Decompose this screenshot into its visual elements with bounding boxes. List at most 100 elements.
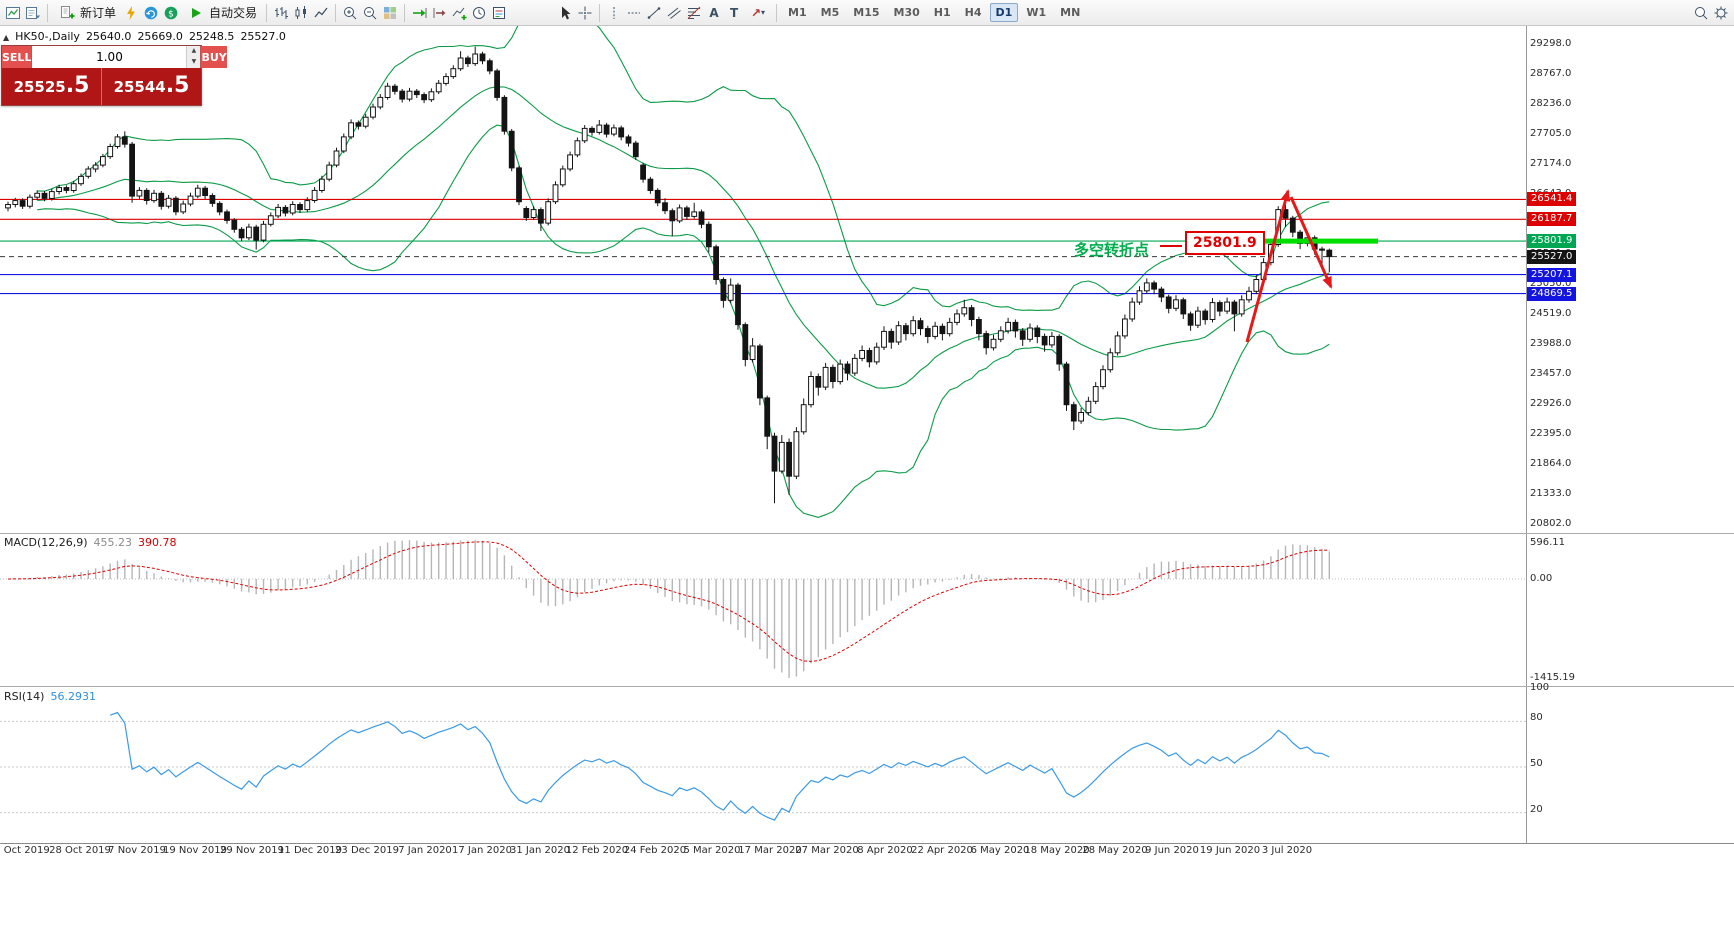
time-axis-label: 19 Jun 2020	[1199, 845, 1261, 856]
price-axis-label: 22395.0	[1530, 428, 1572, 439]
cursor-icon[interactable]	[555, 3, 575, 23]
tf-h1-button[interactable]: H1	[933, 6, 951, 19]
rsi-scale-label: 100	[1530, 682, 1550, 693]
time-axis-label: 7 Jan 2020	[398, 845, 452, 856]
annotation-text[interactable]: 多空转折点	[1074, 241, 1150, 259]
periods-icon[interactable]	[469, 3, 489, 23]
macd-scale-max: 596.11	[1530, 537, 1565, 548]
text-label-tool-icon[interactable]: T	[729, 5, 739, 20]
zoom-in-icon[interactable]	[340, 3, 360, 23]
pane-divider[interactable]	[0, 686, 1734, 687]
tile-windows-icon[interactable]	[380, 3, 400, 23]
oneclick-collapse-icon[interactable]: ▲	[3, 33, 10, 42]
line-chart-icon[interactable]	[311, 3, 331, 23]
profiles-icon[interactable]	[23, 3, 43, 23]
vertical-line-tool-icon[interactable]	[604, 3, 624, 23]
close-value: 25527.0	[240, 30, 286, 43]
time-axis-label: 5 Mar 2020	[683, 845, 741, 856]
time-axis-label: 17 Jan 2020	[452, 845, 512, 856]
trendline-tool-icon[interactable]	[644, 3, 664, 23]
price-axis-label: 28236.0	[1530, 98, 1572, 109]
rsi-pane[interactable]	[0, 687, 1734, 843]
volume-input[interactable]	[32, 46, 187, 68]
price-marker: 26187.7	[1527, 212, 1577, 226]
indicators-icon[interactable]	[449, 3, 469, 23]
tf-mn-button[interactable]: MN	[1060, 6, 1081, 19]
time-axis-label: 22 Apr 2020	[911, 845, 973, 856]
macd-pane[interactable]	[0, 534, 1734, 686]
arrows-tool-icon[interactable]: ↗ ▾	[750, 5, 766, 20]
annotation-price-box[interactable]: 25801.9	[1185, 231, 1265, 255]
time-axis-label: 28 Oct 2019	[49, 845, 111, 856]
new-order-icon	[57, 3, 77, 23]
price-axis-label: 27705.0	[1530, 128, 1572, 139]
tf-h4-button[interactable]: H4	[964, 6, 982, 19]
annotation-dash	[1160, 245, 1182, 247]
tf-d1-button[interactable]: D1	[989, 3, 1019, 22]
price-marker: 25527.0	[1527, 250, 1577, 264]
time-axis-label: 9 Jun 2020	[1145, 845, 1199, 856]
svg-text:$: $	[168, 9, 174, 19]
tf-w1-button[interactable]: W1	[1026, 6, 1047, 19]
horizontal-line-tool-icon[interactable]	[624, 3, 644, 23]
candlestick-chart-icon[interactable]	[291, 3, 311, 23]
time-axis-label: 8 Apr 2020	[857, 845, 913, 856]
fibonacci-tool-icon[interactable]	[684, 3, 704, 23]
time-axis-label: 17 Mar 2020	[738, 845, 802, 856]
templates-icon[interactable]	[489, 3, 509, 23]
rsi-label: RSI(14) 56.2931	[4, 690, 96, 703]
price-axis-line	[1526, 26, 1527, 843]
pane-divider[interactable]	[0, 533, 1734, 534]
buy-price[interactable]: 25544.5	[113, 73, 190, 98]
text-tool-icon[interactable]: A	[709, 5, 719, 20]
new-chart-icon[interactable]	[3, 3, 23, 23]
volume-down-icon[interactable]: ▼	[187, 57, 201, 68]
crosshair-icon[interactable]	[575, 3, 595, 23]
price-axis-label: 25050.0	[1530, 278, 1572, 289]
time-axis-label: 27 Mar 2020	[795, 845, 859, 856]
ohlc-info-line: ▲ HK50-,Daily 25640.0 25669.0 25248.5 25527.0	[3, 30, 292, 43]
time-axis-label: 3 Jul 2020	[1261, 845, 1313, 856]
time-axis-label: 18 May 2020	[1024, 845, 1090, 856]
time-axis-label: 6 May 2020	[970, 845, 1030, 856]
high-value: 25669.0	[137, 30, 183, 43]
low-value: 25248.5	[188, 30, 235, 43]
play-icon	[186, 3, 206, 23]
tf-m5-button[interactable]: M5	[820, 6, 840, 19]
rsi-scale-label: 50	[1530, 758, 1543, 769]
expert-advisors-icon[interactable]	[121, 3, 141, 23]
price-marker: 24869.5	[1527, 287, 1577, 301]
new-order-button[interactable]: 新订单	[52, 2, 121, 24]
price-chart-pane[interactable]	[0, 26, 1734, 533]
volume-up-icon[interactable]: ▲	[187, 46, 201, 57]
chart-properties-icon[interactable]	[1711, 3, 1731, 23]
time-axis-label: 28 May 2020	[1082, 845, 1148, 856]
tf-m1-button[interactable]: M1	[788, 6, 807, 19]
tf-m15-button[interactable]: M15	[853, 6, 880, 19]
scripts-icon[interactable]	[141, 3, 161, 23]
time-axis-label: 29 Nov 2019	[219, 845, 285, 856]
sell-button[interactable]: SELL	[2, 46, 32, 68]
price-axis-label: 27174.0	[1530, 158, 1572, 169]
chart-shift-icon[interactable]	[429, 3, 449, 23]
tf-m30-button[interactable]: M30	[893, 6, 920, 19]
search-icon[interactable]	[1691, 3, 1711, 23]
new-order-label: 新订单	[80, 6, 117, 20]
macd-label: MACD(12,26,9) 455.23 390.78	[4, 536, 177, 549]
price-axis-label: 24519.0	[1530, 308, 1572, 319]
autotrading-button[interactable]: 自动交易	[181, 2, 262, 24]
time-axis-label: 11 Dec 2019	[278, 845, 342, 856]
price-axis-label: 28767.0	[1530, 68, 1572, 79]
one-click-trading-panel: SELL ▲ ▼ BUY 25525.5 25544.5	[1, 45, 227, 106]
time-axis-label: 19 Nov 2019	[162, 845, 228, 856]
channel-tool-icon[interactable]	[664, 3, 684, 23]
toolbar: 新订单 $ 自动交易 A T ↗ ▾ M1 M5 M15 M30 H1 H4 D1…	[0, 0, 1734, 26]
price-marker: 25207.1	[1527, 268, 1577, 282]
zoom-out-icon[interactable]	[360, 3, 380, 23]
bar-chart-icon[interactable]	[271, 3, 291, 23]
auto-scroll-icon[interactable]	[409, 3, 429, 23]
buy-button[interactable]: BUY	[201, 46, 227, 68]
market-icon[interactable]: $	[161, 3, 181, 23]
sell-price[interactable]: 25525.5	[2, 68, 102, 105]
